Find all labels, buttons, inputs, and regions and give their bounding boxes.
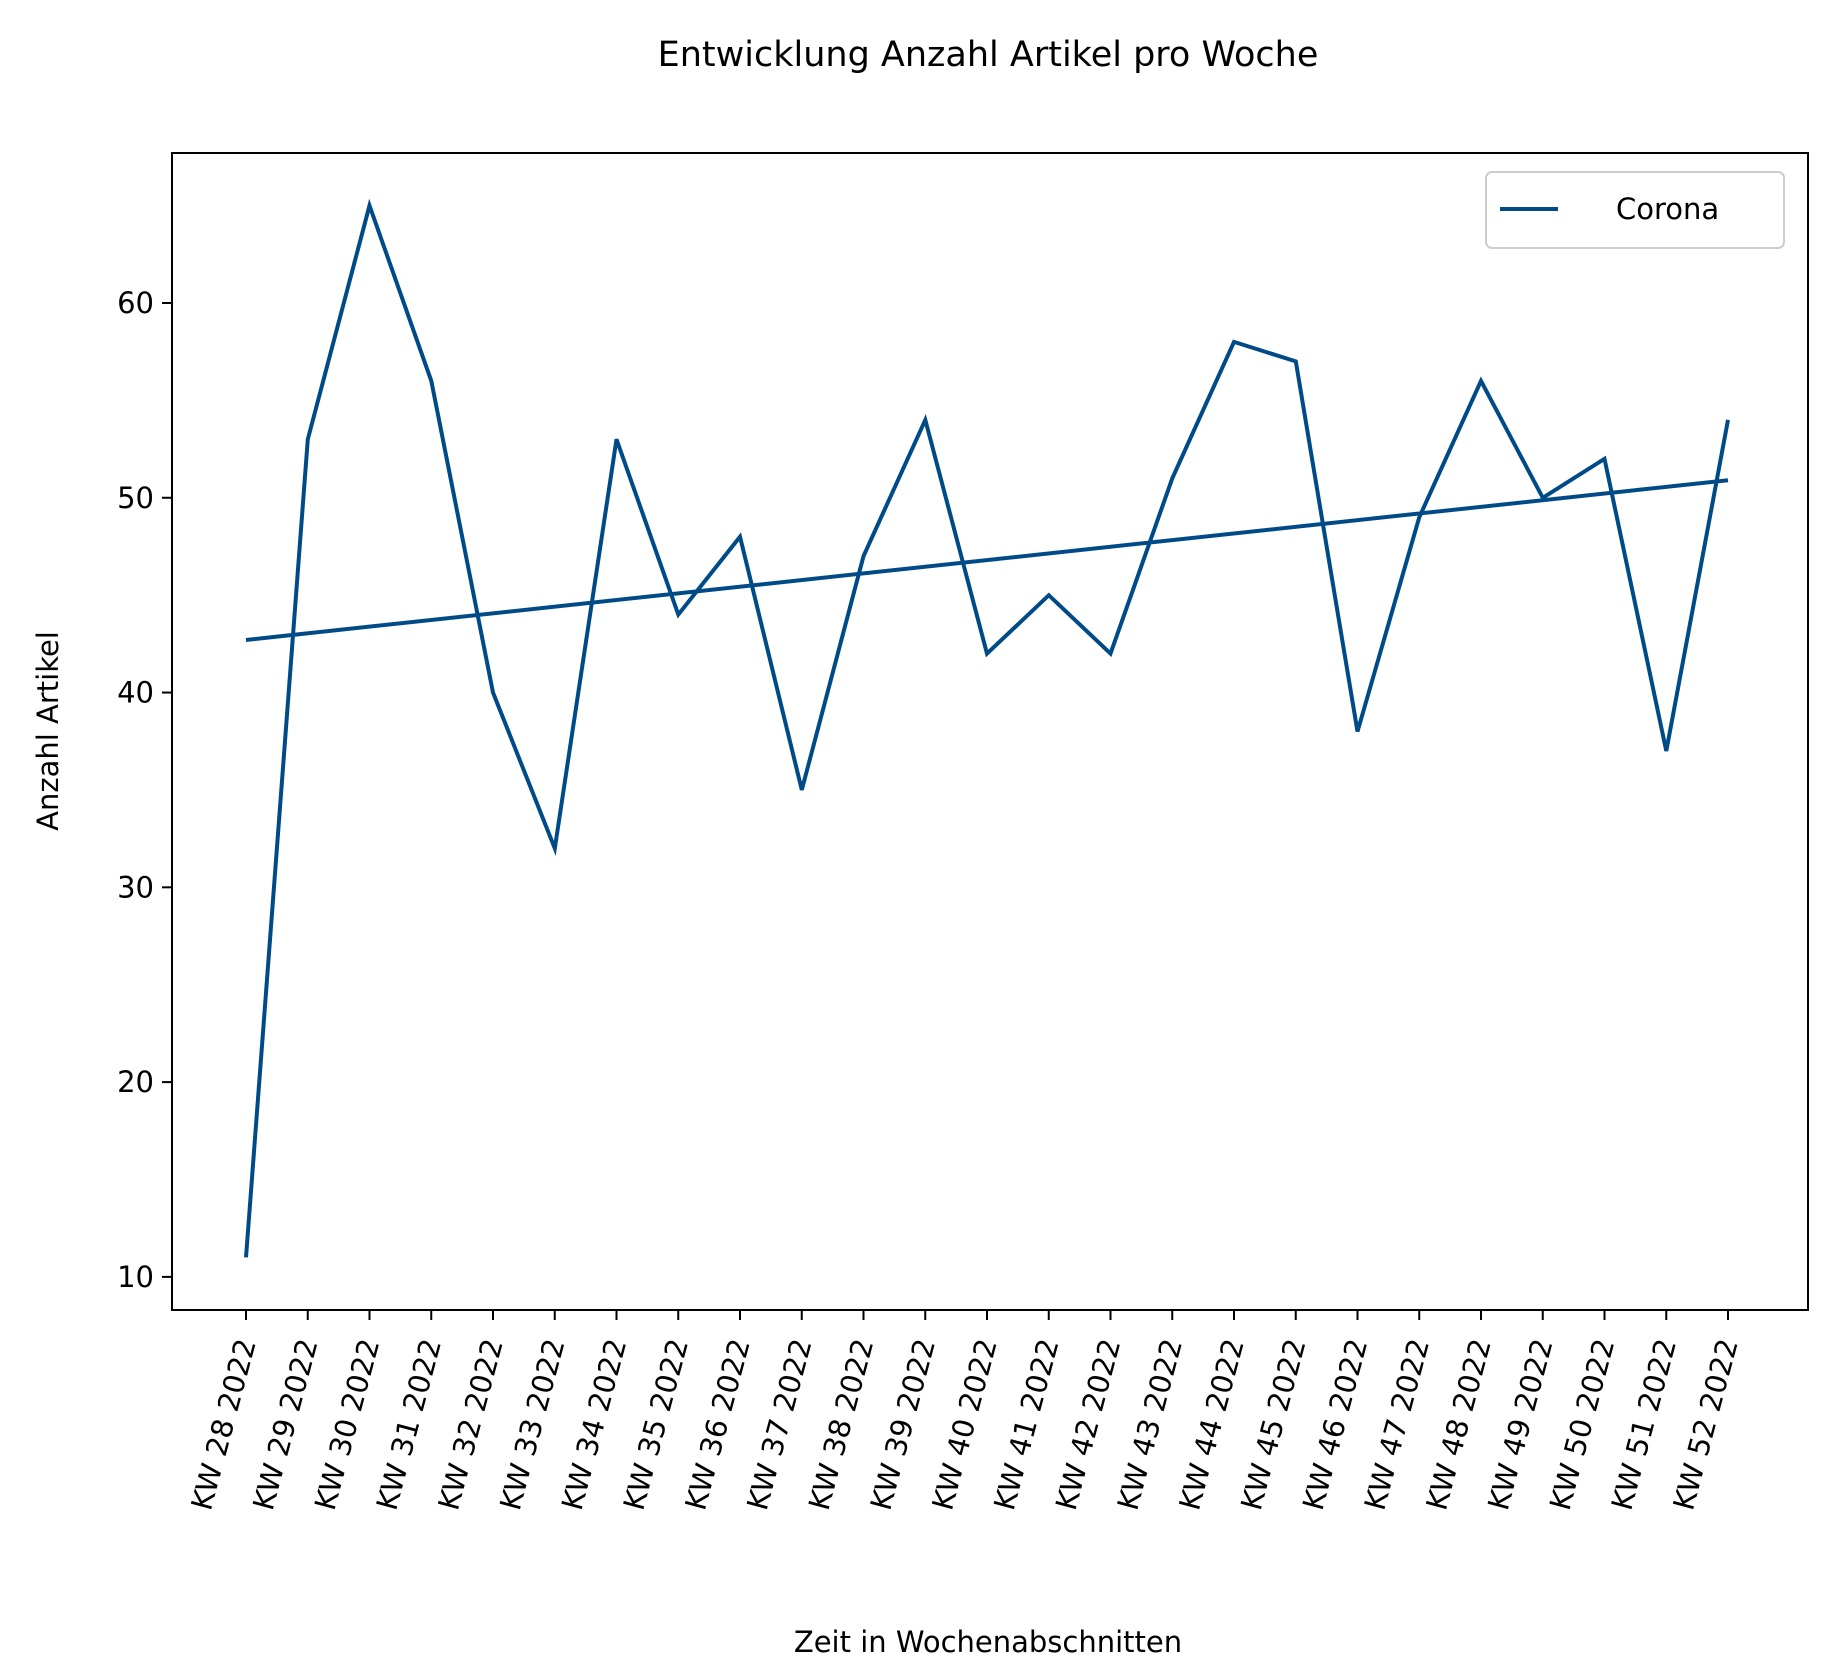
trend-line: [245, 478, 1729, 642]
y-tick-label: 20: [117, 1065, 154, 1099]
x-axis-label: Zeit in Wochenabschnitten: [794, 1625, 1182, 1659]
series-line-corona: [244, 198, 1730, 1258]
y-axis: 10 20 30 40 50 60: [117, 286, 172, 1294]
y-tick-label: 10: [117, 1260, 154, 1294]
chart-title: Entwicklung Anzahl Artikel pro Woche: [658, 35, 1319, 75]
y-tick-label: 50: [117, 481, 154, 515]
legend-box: [1485, 171, 1785, 249]
series-layer: [244, 198, 1730, 1258]
legend: Corona: [1485, 171, 1785, 249]
plot-frame: [171, 152, 1809, 1311]
legend-label-corona: Corona: [1616, 192, 1719, 226]
y-tick-label: 40: [117, 676, 154, 710]
y-tick-label: 30: [117, 870, 154, 904]
y-tick-label: 60: [117, 286, 154, 320]
y-axis-label: Anzahl Artikel: [31, 631, 65, 831]
